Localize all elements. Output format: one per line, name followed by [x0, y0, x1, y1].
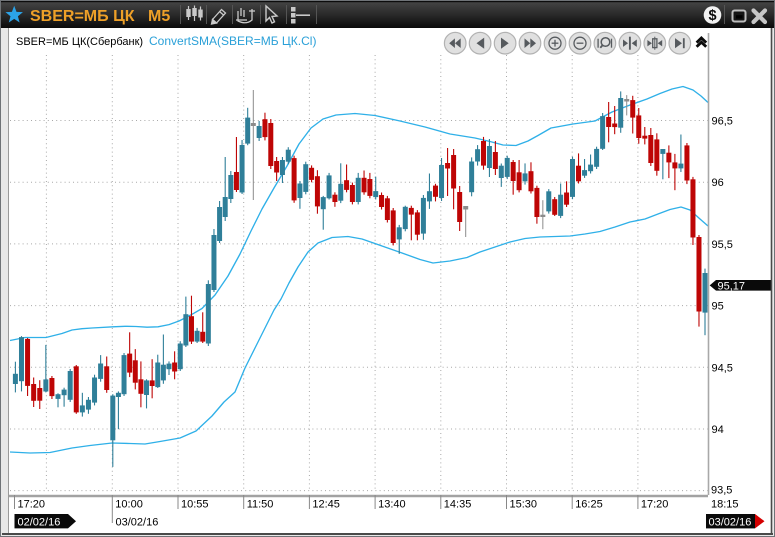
svg-text:15:30: 15:30 — [510, 499, 538, 511]
svg-text:95,5: 95,5 — [712, 239, 733, 251]
svg-text:03/02/16: 03/02/16 — [116, 516, 159, 528]
svg-text:02/02/16: 02/02/16 — [18, 516, 61, 528]
svg-text:SBER=МБ ЦК(Сбербанк): SBER=МБ ЦК(Сбербанк) — [16, 36, 143, 48]
svg-text:94,5: 94,5 — [712, 362, 733, 374]
svg-text:ConvertSMA(SBER=МБ ЦК.Cl): ConvertSMA(SBER=МБ ЦК.Cl) — [149, 34, 316, 48]
svg-text:$: $ — [708, 8, 716, 24]
svg-text:10:00: 10:00 — [115, 499, 143, 511]
svg-text:14:35: 14:35 — [444, 499, 472, 511]
svg-text:17:20: 17:20 — [18, 499, 46, 511]
svg-text:12:45: 12:45 — [312, 499, 340, 511]
svg-text:SBER=МБ ЦК: SBER=МБ ЦК — [30, 8, 135, 25]
svg-text:11:50: 11:50 — [247, 499, 274, 511]
svg-text:16:25: 16:25 — [575, 499, 603, 511]
svg-text:03/02/16: 03/02/16 — [709, 516, 752, 528]
svg-text:13:40: 13:40 — [378, 499, 406, 511]
svg-text:96: 96 — [712, 177, 724, 189]
svg-text:17:20: 17:20 — [641, 499, 669, 511]
svg-text:95,17: 95,17 — [718, 280, 746, 292]
svg-text:95: 95 — [712, 301, 724, 313]
svg-text:93,5: 93,5 — [711, 485, 732, 497]
svg-text:10:55: 10:55 — [181, 499, 209, 511]
svg-text:18:15: 18:15 — [711, 499, 739, 511]
svg-text:94: 94 — [712, 424, 724, 436]
svg-text:96,5: 96,5 — [712, 116, 733, 128]
svg-text:M5: M5 — [148, 8, 170, 25]
